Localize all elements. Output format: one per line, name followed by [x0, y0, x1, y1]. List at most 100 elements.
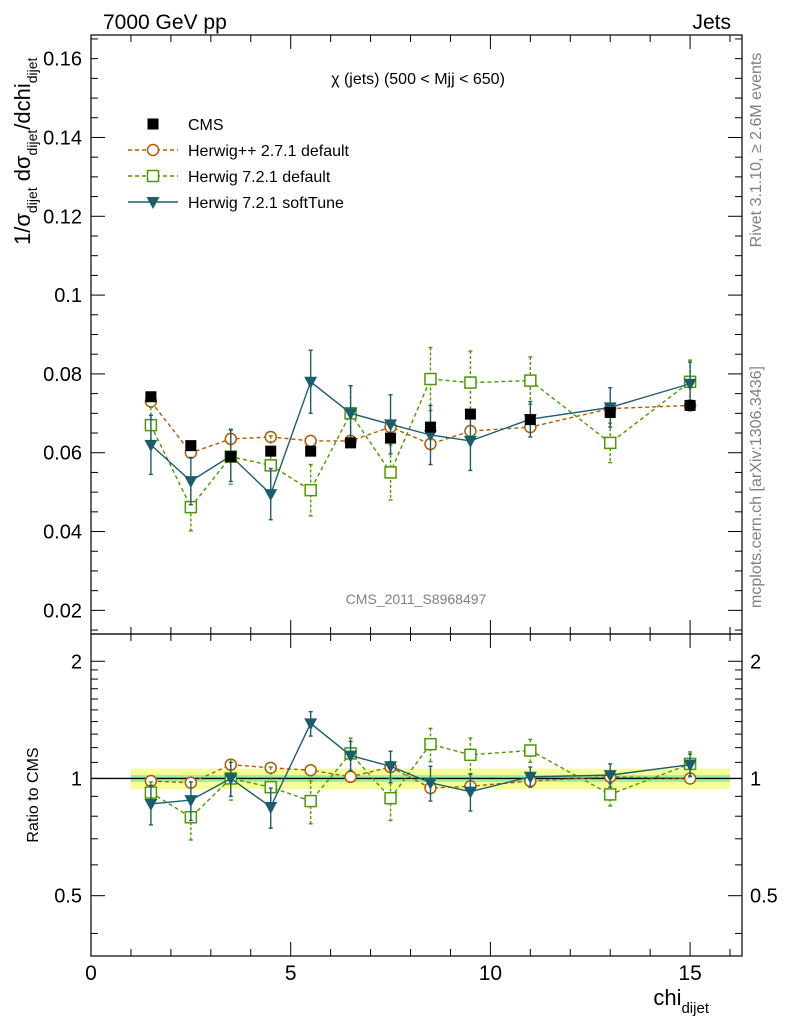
series-cms-point	[305, 445, 317, 457]
series-cms-point	[524, 414, 536, 426]
legend-marker-herwig-2-7-1-default	[146, 143, 160, 157]
ratio-herwig-7-2-1-softtune-point	[384, 761, 398, 774]
legend-label-herwig-7-2-1-default: Herwig 7.2.1 default	[188, 169, 331, 186]
ratio-herwig-7-2-1-softtune-point	[683, 759, 697, 772]
ratio-herwig-2-7-1-default-point	[304, 763, 317, 777]
ratio-herwig-7-2-1-softtune-point	[423, 777, 437, 790]
ratio-herwig-7-2-1-softtune-point	[463, 786, 477, 799]
ratio-herwig-7-2-1-default-line	[150, 743, 691, 819]
ratio-frame	[90, 633, 743, 957]
series-herwig-7-2-1-default-line	[150, 378, 691, 509]
series-herwig-7-2-1-softtune-point	[384, 419, 398, 432]
series-herwig-7-2-1-default-point	[304, 483, 317, 497]
y-tick-label: 0.04	[43, 522, 82, 544]
y-tick-label: 0.16	[43, 49, 82, 71]
series-cms-point	[385, 432, 397, 444]
series-herwig-7-2-1-softtune-point	[304, 376, 318, 389]
xlabel-sub: dijet	[681, 1000, 709, 1017]
ratio-tick-label-right: 1	[750, 768, 761, 790]
ylabel-mid: dσ	[10, 155, 35, 187]
ratio-herwig-7-2-1-default-point	[384, 791, 397, 805]
legend: CMS Herwig++ 2.7.1 default Herwig 7.2.1 de…	[128, 117, 350, 212]
ratio-herwig-7-2-1-softtune-point	[603, 770, 617, 783]
ylabel-sub3: dijet	[24, 57, 40, 83]
series-herwig-7-2-1-default-point	[524, 374, 537, 387]
main-plot-panel: 0.02 0.04 0.06 0.08 0.1 0.12 0.14 0.16	[43, 34, 743, 635]
header-left-label: 7000 GeV pp	[103, 11, 227, 34]
ratio-tick-label-right: 2	[750, 651, 761, 673]
ylabel-sub1: dijet	[24, 187, 40, 213]
legend-label-herwig-2-7-1-default: Herwig++ 2.7.1 default	[188, 143, 350, 160]
series-herwig-7-2-1-default-point	[603, 436, 617, 450]
x-tick-label: 0	[85, 962, 97, 985]
series-cms-point	[345, 437, 357, 449]
y-tick-label: 0.12	[43, 206, 82, 228]
ratio-herwig-7-2-1-default-point	[464, 748, 477, 762]
plot-title: χ (jets) (500 < Mjj < 650)	[331, 71, 505, 88]
legend-label-cms: CMS	[188, 117, 224, 134]
header-right-label: Jets	[692, 11, 731, 34]
ratio-herwig-7-2-1-softtune-point	[264, 801, 278, 814]
legend-marker-herwig-7-2-1-default	[146, 169, 160, 183]
series-herwig-7-2-1-softtune-point	[423, 429, 437, 442]
y-tick-label: 0.06	[43, 443, 82, 465]
series-herwig-7-2-1-default-point	[424, 372, 437, 386]
y-tick-label: 0.14	[43, 127, 82, 149]
ratio-plot-panel: 0 5 10 15 0.5 0.5 1 1 2 2	[54, 633, 778, 985]
ratio-herwig-7-2-1-softtune-point	[144, 798, 158, 811]
series-cms-point	[225, 451, 237, 463]
series-cms-point	[424, 421, 436, 433]
ratio-herwig-7-2-1-default-point	[424, 737, 437, 751]
series-herwig-7-2-1-softtune-point	[463, 435, 477, 448]
series-herwig-7-2-1-softtune-point	[184, 476, 198, 489]
ratio-tick-label-left: 2	[71, 651, 82, 673]
series-herwig-7-2-1-softtune-point	[344, 408, 358, 421]
ratio-herwig-7-2-1-default-point	[603, 788, 617, 801]
x-tick-label: 10	[479, 962, 502, 985]
series-herwig-7-2-1-softtune-point	[264, 489, 278, 502]
y-tick-label: 0.1	[54, 285, 82, 307]
series-cms-point	[604, 407, 616, 419]
series-cms-point	[464, 408, 476, 420]
y-tick-label: 0.02	[43, 600, 82, 622]
ylabel-prefix: 1/σ	[10, 213, 35, 245]
ratio-herwig-2-7-1-default-line	[150, 763, 691, 789]
ylabel-suffix: /dchi	[10, 83, 35, 129]
y-tick-label: 0.08	[43, 364, 82, 386]
series-herwig-2-7-1-default-line	[150, 401, 691, 454]
series-herwig-7-2-1-softtune-line	[150, 380, 691, 496]
xlabel-main: chi	[653, 985, 681, 1010]
ratio-tick-label-left: 1	[71, 768, 82, 790]
ratio-y-axis-label: Ratio to CMS	[25, 747, 42, 842]
rivet-side-label: Rivet 3.1.10, ≥ 2.6M events	[748, 53, 765, 248]
series-cms-point	[684, 399, 696, 411]
ratio-herwig-7-2-1-softtune-point	[523, 771, 537, 784]
ratio-herwig-7-2-1-default-point	[524, 744, 537, 757]
x-axis-label: chidijet	[653, 985, 709, 1017]
ratio-herwig-7-2-1-softtune-point	[304, 718, 318, 731]
mcplots-side-label: mcplots.cern.ch [arXiv:1306.3436]	[748, 366, 765, 608]
ratio-herwig-2-7-1-default-point	[344, 770, 357, 784]
series-cms-point	[265, 445, 277, 457]
ylabel-sub2: dijet	[24, 130, 40, 156]
ratio-herwig-7-2-1-softtune-point	[344, 750, 358, 763]
series-herwig-7-2-1-default-point	[384, 466, 397, 479]
legend-marker-herwig-7-2-1-softtune	[146, 197, 160, 209]
x-tick-label: 15	[678, 962, 701, 985]
series-cms-point	[185, 440, 197, 452]
x-tick-label: 5	[285, 962, 297, 985]
main-y-axis-label: 1/σdijet dσdijet/dchidijet	[10, 57, 40, 245]
ratio-tick-label-right: 0.5	[750, 886, 778, 908]
series-herwig-7-2-1-softtune-point	[144, 439, 158, 452]
legend-marker-cms	[147, 118, 159, 130]
ratio-herwig-7-2-1-softtune-point	[224, 773, 238, 786]
series-cms-point	[145, 391, 157, 403]
series-herwig-7-2-1-default-point	[464, 376, 477, 389]
ratio-herwig-7-2-1-softtune-point	[184, 795, 198, 808]
analysis-watermark: CMS_2011_S8968497	[346, 591, 487, 607]
legend-label-herwig-7-2-1-softtune: Herwig 7.2.1 softTune	[188, 195, 344, 212]
ratio-herwig-7-2-1-default-point	[304, 794, 317, 808]
series-herwig-2-7-1-default-point	[304, 434, 317, 448]
ratio-tick-label-left: 0.5	[54, 886, 82, 908]
